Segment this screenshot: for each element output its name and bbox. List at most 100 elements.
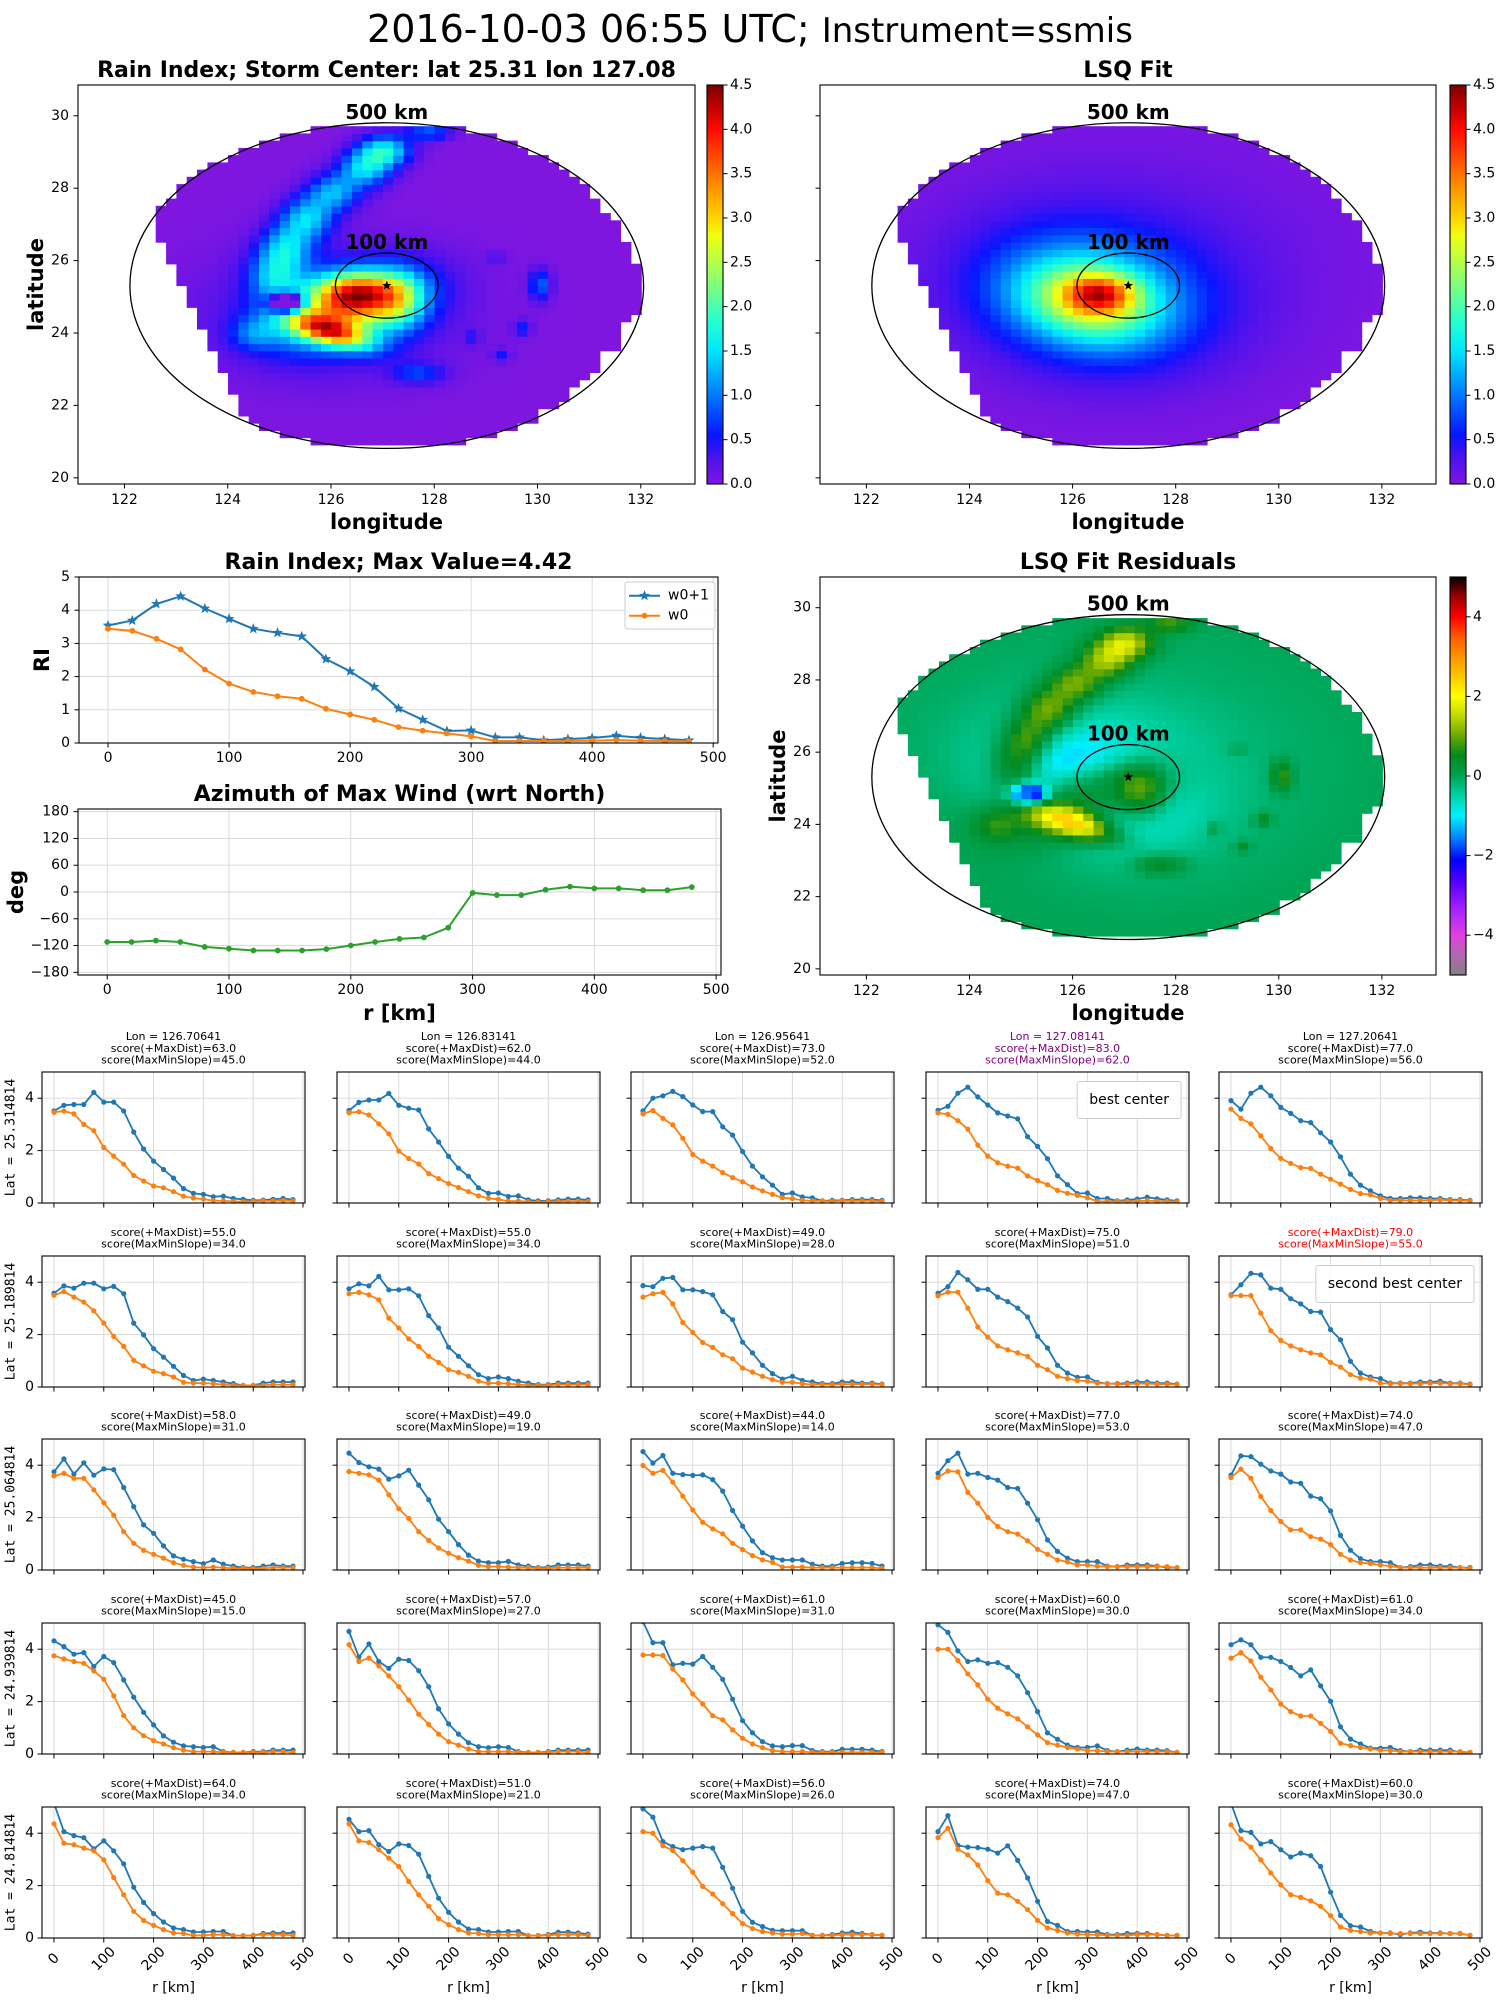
heatmap-cell xyxy=(1165,712,1177,720)
heatmap-cell xyxy=(1072,357,1084,366)
heatmap-cell xyxy=(1227,827,1239,836)
heatmap-cell xyxy=(1062,227,1074,236)
heatmap-cell xyxy=(1134,668,1146,677)
heatmap-cell xyxy=(1031,147,1043,156)
heatmap-cell xyxy=(990,805,1002,814)
heatmap-cell xyxy=(186,220,198,229)
heatmap-cell xyxy=(1165,365,1177,373)
x-tick-label: 132 xyxy=(1369,492,1396,508)
heatmap-cell xyxy=(1124,343,1136,352)
heatmap-cell xyxy=(1268,769,1280,778)
heatmap-cell xyxy=(434,386,446,395)
heatmap-cell xyxy=(393,379,405,388)
heatmap-cell xyxy=(475,263,487,272)
heatmap-cell xyxy=(949,827,961,836)
heatmap-cell xyxy=(1330,357,1342,366)
heatmap-cell xyxy=(558,386,570,395)
heatmap-cell xyxy=(1330,336,1342,345)
heatmap-cell xyxy=(990,683,1002,691)
heatmap-cell xyxy=(1289,726,1301,735)
heatmap-cell xyxy=(1021,697,1033,706)
heatmap-cell xyxy=(1042,372,1053,381)
heatmap-cell xyxy=(990,899,1002,908)
heatmap-cell xyxy=(949,343,961,352)
heatmap-cell xyxy=(1155,697,1167,706)
heatmap-cell xyxy=(403,336,415,345)
heatmap-cell xyxy=(1289,704,1301,713)
heatmap-cell xyxy=(1134,357,1146,366)
heatmap-cell xyxy=(1165,668,1177,677)
heatmap-cell xyxy=(1042,683,1053,691)
colorbar-tick-label: 2.5 xyxy=(1473,254,1495,270)
heatmap-cell xyxy=(1299,755,1311,764)
heatmap-cell xyxy=(300,300,312,308)
heatmap-cell xyxy=(1042,726,1053,735)
heatmap-cell xyxy=(579,227,591,236)
heatmap-cell xyxy=(1217,350,1229,359)
heatmap-cell xyxy=(1031,921,1043,930)
heatmap-cell xyxy=(259,169,270,178)
heatmap-cell xyxy=(527,307,539,316)
heatmap-cell xyxy=(1124,719,1136,728)
heatmap-cell xyxy=(1134,198,1146,207)
heatmap-cell xyxy=(548,401,560,410)
heatmap-cell xyxy=(434,176,446,185)
heatmap-cell xyxy=(506,328,518,337)
heatmap-cell xyxy=(1011,285,1022,294)
heatmap-cell xyxy=(1206,357,1218,366)
heatmap-cell xyxy=(1083,921,1095,930)
heatmap-cell xyxy=(1062,697,1074,706)
heatmap-cell xyxy=(1062,213,1074,221)
heatmap-cell xyxy=(424,307,436,316)
heatmap-cell xyxy=(1083,415,1095,424)
heatmap-cell xyxy=(506,256,518,265)
heatmap-cell xyxy=(1134,885,1146,894)
heatmap-cell xyxy=(413,227,425,236)
heatmap-cell xyxy=(1237,870,1249,879)
heatmap-cell xyxy=(1279,712,1291,720)
heatmap-cell xyxy=(558,234,570,243)
heatmap-cell xyxy=(1176,777,1187,785)
heatmap-cell xyxy=(1021,914,1033,923)
heatmap-cell xyxy=(1042,234,1053,243)
heatmap-cell xyxy=(1186,928,1198,937)
heatmap-cell xyxy=(382,256,394,265)
heatmap-cell xyxy=(969,379,981,388)
heatmap-cell xyxy=(579,300,591,308)
data-point xyxy=(153,635,160,642)
heatmap-cell xyxy=(969,863,981,872)
heatmap-cell xyxy=(1072,907,1084,915)
heatmap-cell xyxy=(959,683,971,691)
heatmap-cell xyxy=(548,336,560,345)
heatmap-cell xyxy=(362,350,374,359)
heatmap-cell xyxy=(1062,234,1074,243)
heatmap-cell xyxy=(1320,372,1332,381)
heatmap-cell xyxy=(259,285,270,294)
heatmap-cell xyxy=(1176,357,1187,366)
heatmap-cell xyxy=(155,234,167,243)
heatmap-cell xyxy=(1042,343,1053,352)
heatmap-cell xyxy=(1289,834,1301,843)
heatmap-cell xyxy=(1258,834,1270,843)
heatmap-cell xyxy=(1289,712,1301,720)
heatmap-cell xyxy=(1196,176,1208,185)
heatmap-cell xyxy=(1165,870,1177,879)
data-point xyxy=(250,689,257,695)
data-point xyxy=(347,942,354,949)
heatmap-cell xyxy=(1124,365,1136,373)
heatmap-cell xyxy=(1217,914,1229,923)
heatmap-cell xyxy=(1248,907,1260,915)
heatmap-cell xyxy=(362,278,374,287)
heatmap-cell xyxy=(1000,184,1012,192)
azimuth-profile-panel: 0 100 200 300 400 500−180−120−60060120180Azim… xyxy=(4,782,729,1025)
heatmap-cell xyxy=(1196,668,1208,677)
heatmap-cell xyxy=(228,205,239,214)
heatmap-cell xyxy=(1083,205,1095,214)
heatmap-cell xyxy=(434,191,446,200)
heatmap-cell xyxy=(238,271,250,279)
heatmap-cell xyxy=(1052,271,1064,279)
heatmap-cell xyxy=(907,690,919,699)
heatmap-cell xyxy=(1186,870,1198,879)
heatmap-cell xyxy=(465,314,477,323)
heatmap-cell xyxy=(310,292,322,301)
